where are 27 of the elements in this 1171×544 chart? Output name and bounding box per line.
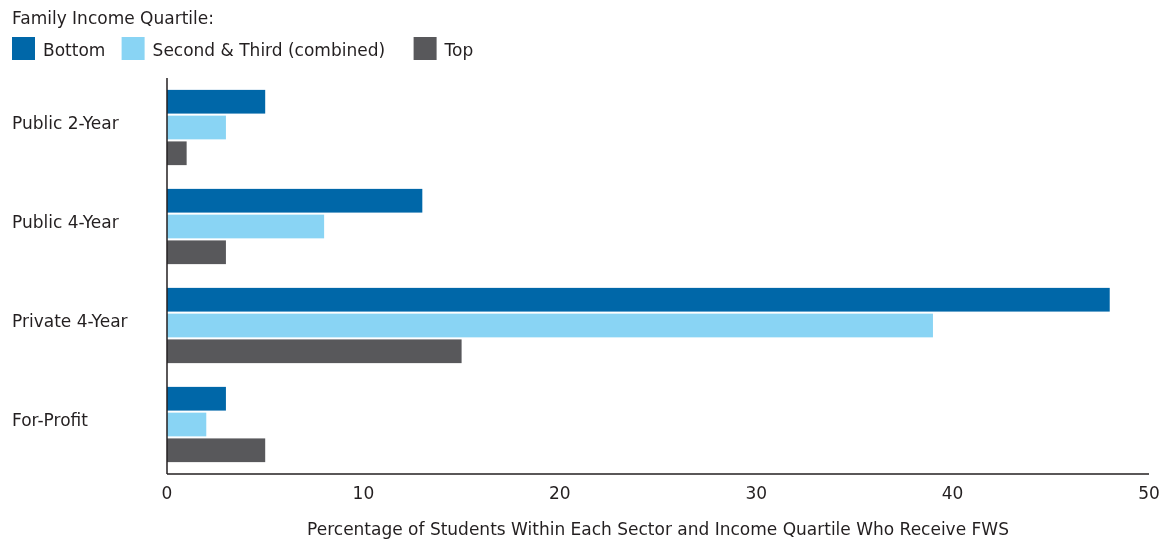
bar <box>167 240 226 265</box>
bar <box>167 438 266 463</box>
legend-label: Top <box>443 40 474 60</box>
legend-label: Bottom <box>43 40 106 60</box>
bar <box>167 386 226 411</box>
bar <box>167 339 462 364</box>
y-tick-label: Public 4-Year <box>12 212 119 233</box>
bar <box>167 287 1110 312</box>
y-tick-label: Public 2-Year <box>12 113 119 134</box>
bar <box>167 115 226 140</box>
bar <box>167 313 933 338</box>
legend-title: Family Income Quartile: <box>12 8 214 28</box>
y-tick-label: Private 4-Year <box>12 311 128 332</box>
bar <box>167 214 325 239</box>
legend-label: Second & Third (combined) <box>152 40 386 60</box>
x-tick-label: 10 <box>352 483 375 503</box>
bar <box>167 188 423 213</box>
x-tick-label: 30 <box>745 483 768 503</box>
bar <box>167 412 207 437</box>
bar <box>167 141 187 166</box>
x-tick-label: 40 <box>941 483 964 503</box>
x-tick-label: 50 <box>1138 483 1160 503</box>
x-tick-label: 0 <box>161 483 173 503</box>
y-tick-label: For-Profit <box>12 410 89 431</box>
x-axis-title: Percentage of Students Within Each Sector and Income Quartile Who Receive FWS <box>307 519 1009 539</box>
bar <box>167 89 266 114</box>
x-tick-label: 20 <box>548 483 571 503</box>
